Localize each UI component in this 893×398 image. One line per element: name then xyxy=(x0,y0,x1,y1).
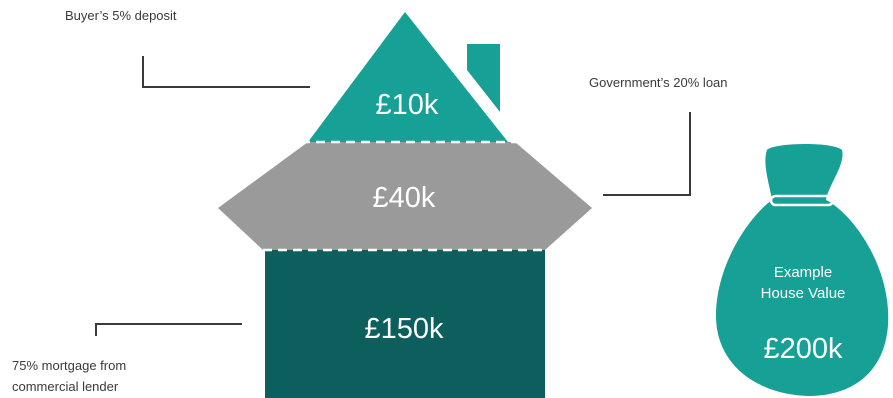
leader-mortgage xyxy=(95,323,242,336)
deposit-value: £10k xyxy=(376,89,439,121)
loan-value: £40k xyxy=(373,182,436,214)
bag-value: £200k xyxy=(763,333,843,365)
money-bag-body xyxy=(716,143,889,396)
loan-label: Government’s 20% loan xyxy=(589,75,728,90)
mortgage-label-line1: 75% mortgage from xyxy=(12,358,126,373)
leader-deposit xyxy=(142,56,310,88)
mortgage-value: £150k xyxy=(364,313,444,345)
bag-line1: Example xyxy=(774,264,832,281)
roof-deposit-segment xyxy=(308,12,515,142)
roof-edge-highlight xyxy=(405,12,520,142)
money-bag-tie xyxy=(769,194,835,207)
chimney xyxy=(467,44,500,112)
money-bag-icon xyxy=(716,143,889,396)
middle-loan-segment xyxy=(218,142,592,250)
bag-line2: House Value xyxy=(761,285,846,302)
leader-loan xyxy=(603,112,691,196)
deposit-label: Buyer’s 5% deposit xyxy=(65,8,177,23)
mortgage-label-line2: commercial lender xyxy=(12,379,119,394)
base-mortgage-segment xyxy=(265,250,545,398)
